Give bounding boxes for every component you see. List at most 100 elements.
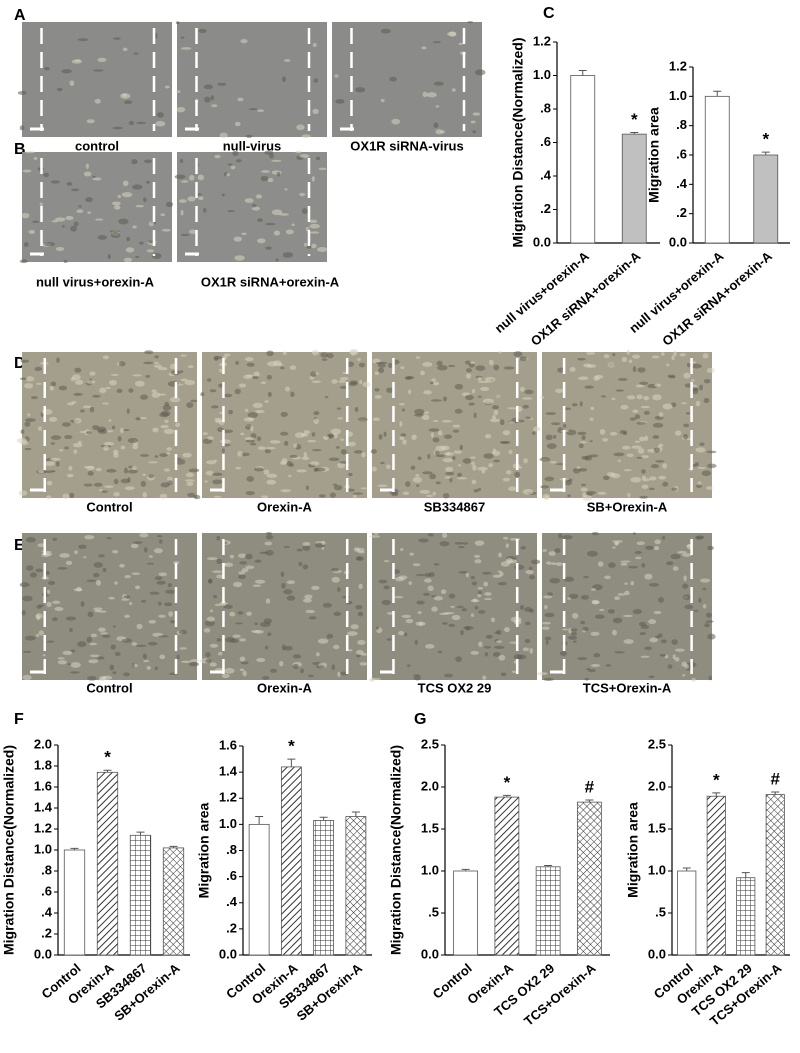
micrograph (174, 150, 328, 262)
cell (423, 592, 430, 596)
cell (227, 163, 233, 166)
error-bar (713, 90, 722, 97)
cell (468, 402, 475, 406)
cell (699, 384, 703, 391)
micrograph-caption: Orexin-A (257, 499, 313, 514)
cell (404, 632, 408, 637)
cell (284, 59, 291, 62)
cell (98, 627, 106, 632)
cell (520, 386, 525, 392)
cell (159, 654, 166, 660)
cell (331, 664, 336, 671)
cell (493, 409, 499, 416)
cell (92, 394, 101, 398)
cell (107, 254, 111, 260)
cell (603, 354, 610, 359)
cell (544, 636, 552, 641)
error-bar (630, 131, 639, 135)
cell (20, 429, 25, 434)
cell (292, 654, 302, 659)
cell (205, 470, 214, 476)
cell (577, 357, 586, 361)
cell (402, 439, 407, 445)
cell (93, 482, 103, 487)
cell (69, 492, 75, 499)
cell (161, 228, 172, 232)
cell (74, 379, 84, 385)
cell (165, 201, 174, 208)
cell (213, 459, 218, 462)
cell (433, 563, 440, 566)
cell (289, 454, 298, 458)
cell (398, 575, 408, 580)
y-axis-label: Migration Distance(Normalized) (388, 745, 404, 955)
cell (640, 405, 651, 409)
cell (213, 495, 222, 498)
cell (267, 178, 274, 183)
cell (570, 628, 578, 632)
cell (254, 622, 258, 626)
cell (209, 609, 214, 613)
cell (257, 109, 265, 113)
cell (280, 366, 285, 370)
cell (35, 382, 42, 385)
cell (44, 242, 56, 247)
cell (705, 620, 714, 623)
cell (240, 661, 249, 665)
cell (481, 469, 485, 474)
cell (100, 632, 108, 635)
cell (681, 402, 687, 405)
cell (42, 654, 46, 657)
cell (540, 485, 550, 489)
cell (473, 488, 479, 493)
cell (513, 351, 523, 357)
cell (290, 391, 295, 398)
micrograph-image (177, 152, 327, 262)
cell (286, 460, 293, 467)
cell (357, 639, 366, 645)
cell (705, 612, 712, 618)
y-tick-label: 0.0 (648, 946, 666, 961)
cell (706, 463, 717, 469)
cell (346, 488, 355, 492)
cell (644, 573, 653, 580)
cell (291, 223, 295, 227)
cell (670, 553, 681, 560)
cell (238, 574, 247, 579)
cell (562, 423, 567, 428)
cell (227, 210, 235, 213)
cell (153, 548, 163, 554)
cell (211, 104, 218, 108)
cell (216, 558, 223, 565)
cell (706, 450, 717, 454)
cell (113, 478, 119, 485)
cell (524, 389, 534, 395)
cell (142, 473, 146, 476)
cell (589, 417, 594, 421)
cell (523, 458, 528, 464)
cell (581, 455, 590, 460)
cell (584, 385, 594, 389)
cell (224, 562, 234, 568)
cell (139, 532, 149, 538)
cell (620, 560, 631, 563)
y-tick-label: .8 (41, 862, 52, 877)
cell (190, 399, 198, 403)
cell (326, 352, 334, 359)
cell (265, 550, 274, 556)
cell (643, 395, 650, 401)
cell (93, 607, 103, 611)
cell (374, 532, 379, 535)
cell (123, 257, 133, 263)
cell (186, 402, 194, 409)
cell (90, 633, 98, 638)
cell (496, 629, 502, 635)
cell (427, 453, 431, 460)
cell (36, 633, 40, 637)
cell (432, 491, 437, 496)
cell (43, 66, 50, 71)
cell (123, 100, 133, 105)
cell (47, 589, 51, 595)
cell (280, 411, 288, 418)
cell (386, 387, 394, 393)
